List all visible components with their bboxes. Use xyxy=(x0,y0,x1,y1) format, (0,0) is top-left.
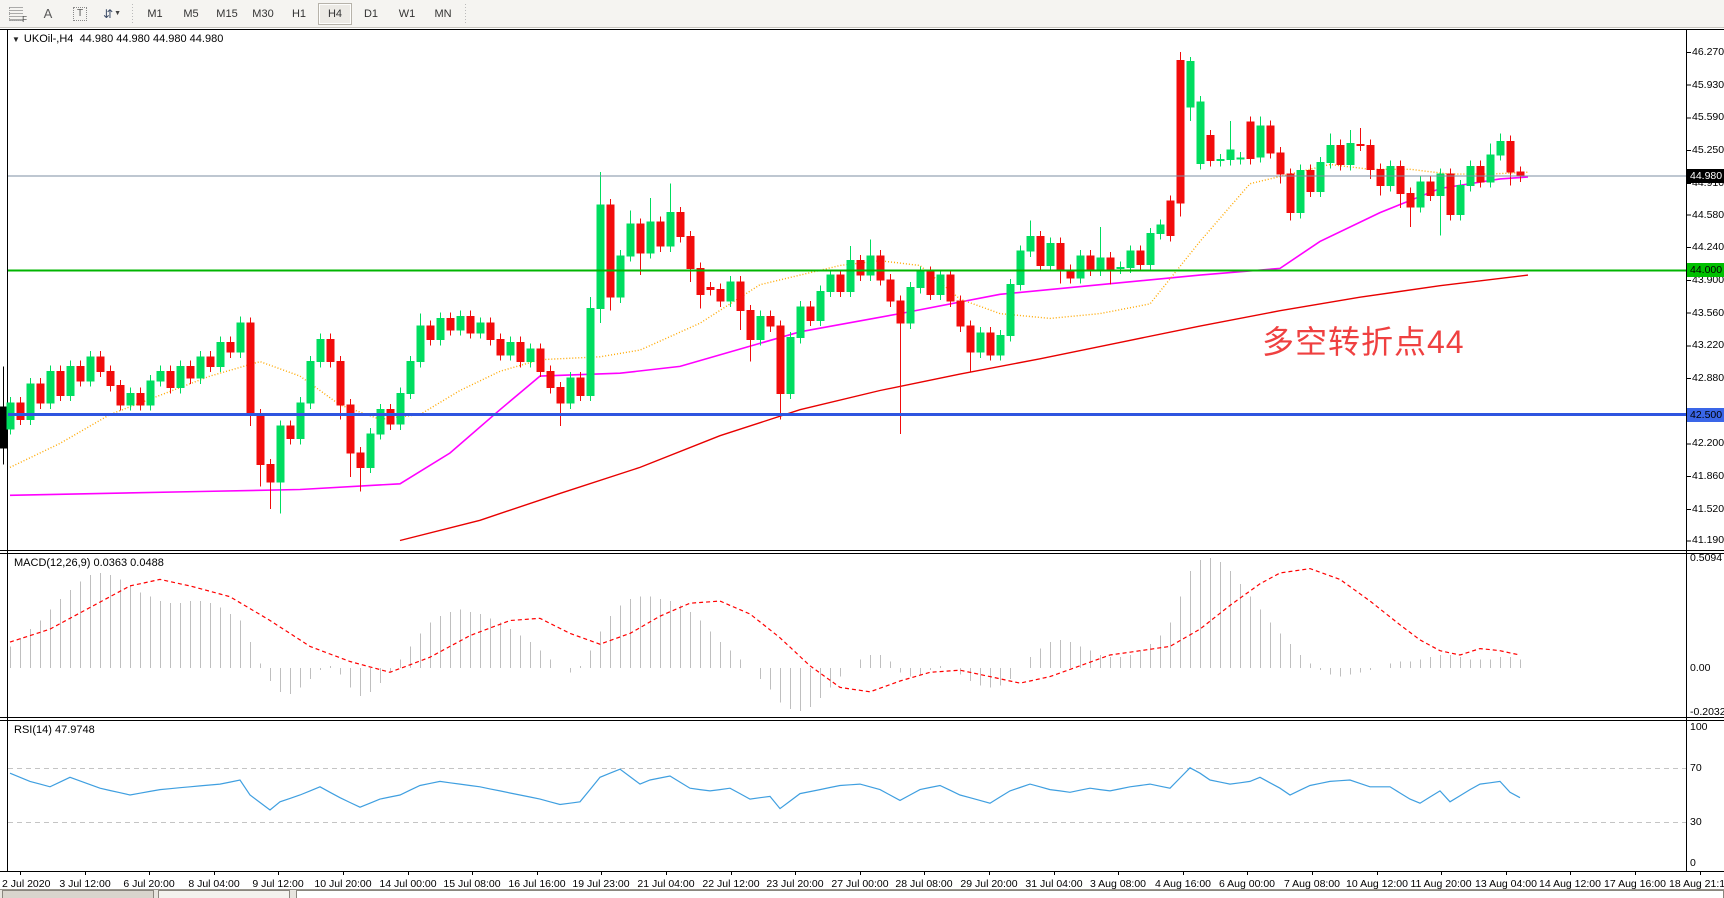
timeframe-group: M1 M5 M15 M30 H1 H4 D1 W1 MN xyxy=(137,2,461,25)
macd-histogram xyxy=(10,557,1521,712)
time-axis-label: 18 Aug 21:15 xyxy=(1669,878,1724,890)
macd-label: MACD(12,26,9) 0.0363 0.0488 xyxy=(14,557,164,569)
timeframe-button-m1[interactable]: M1 xyxy=(147,7,163,20)
price-axis-label: 41.190 xyxy=(1692,534,1724,546)
price-axis-label: 44.240 xyxy=(1692,241,1724,253)
macd-axis-label: 0.00 xyxy=(1690,662,1711,674)
timeframe-button-m15[interactable]: M15 xyxy=(216,7,238,20)
time-axis-label: 28 Jul 08:00 xyxy=(895,878,953,890)
toolbar: F A T ⇵ ▼ M1 M5 M15 M30 H1 H4 D1 W1 MN xyxy=(0,0,1724,28)
label-a-icon[interactable]: A xyxy=(43,6,53,21)
time-axis-label: 23 Jul 20:00 xyxy=(766,878,824,890)
time-axis-label: 16 Jul 16:00 xyxy=(508,878,566,890)
price-axis-label: 41.860 xyxy=(1692,470,1724,482)
price-axis-label: 41.520 xyxy=(1692,503,1724,515)
price-axis-label: 43.220 xyxy=(1692,339,1724,351)
time-axis-label: 22 Jul 12:00 xyxy=(702,878,760,890)
time-axis-label: 6 Jul 20:00 xyxy=(123,878,175,890)
chart-canvas[interactable] xyxy=(0,27,1724,898)
toolbar-separator xyxy=(132,3,133,24)
chart-dropdown-icon[interactable]: ▼ xyxy=(12,35,20,44)
chart-tab-strip xyxy=(0,889,1724,898)
price-axis-label: 42.200 xyxy=(1692,437,1724,449)
hline-green-tag: 44.000 xyxy=(1687,263,1724,277)
time-axis-label: 31 Jul 04:00 xyxy=(1025,878,1083,890)
macd-signal-line xyxy=(9,567,1521,693)
time-axis-label: 29 Jul 20:00 xyxy=(960,878,1018,890)
macd-axis-label: -0.2032 xyxy=(1690,706,1724,718)
time-axis-label: 3 Jul 12:00 xyxy=(59,878,111,890)
time-axis-label: 17 Aug 16:00 xyxy=(1604,878,1666,890)
macd-axis-label: 0.5094 xyxy=(1690,552,1723,564)
toolbar-separator xyxy=(465,3,466,24)
price-axis-label: 42.880 xyxy=(1692,372,1724,384)
time-axis-label: 27 Jul 00:00 xyxy=(831,878,889,890)
timeframe-button-mn[interactable]: MN xyxy=(434,7,452,20)
current-price-tag: 44.980 xyxy=(1687,169,1724,183)
time-axis-label: 11 Aug 20:00 xyxy=(1410,878,1472,890)
chart-tab-strip-rest xyxy=(296,890,1724,898)
price-axis-label: 43.900 xyxy=(1692,274,1724,286)
time-axis-label: 10 Aug 12:00 xyxy=(1346,878,1408,890)
chart-tab[interactable] xyxy=(2,890,154,898)
chart-tab[interactable] xyxy=(158,890,290,898)
time-axis-label: 19 Jul 23:00 xyxy=(572,878,630,890)
time-axis-label: 4 Aug 16:00 xyxy=(1154,878,1212,890)
annotation-text[interactable]: 多空转折点44 xyxy=(1262,324,1465,360)
time-axis-label: 15 Jul 08:00 xyxy=(443,878,501,890)
rsi-axis-label: 100 xyxy=(1690,721,1708,733)
pane-frames xyxy=(0,29,1724,872)
text-box-icon[interactable]: T xyxy=(65,3,95,25)
timeframe-button-m5[interactable]: M5 xyxy=(183,7,199,20)
hline-blue-tag: 42.500 xyxy=(1687,408,1724,422)
ma-red[interactable] xyxy=(399,274,1529,542)
rsi-axis-label: 0 xyxy=(1690,857,1696,869)
timeframe-button-m30[interactable]: M30 xyxy=(252,7,274,20)
rsi-label: RSI(14) 47.9748 xyxy=(14,724,95,736)
rsi-axis-label: 30 xyxy=(1690,816,1702,828)
chevron-down-icon: ▼ xyxy=(114,10,121,17)
timeframe-button-w1[interactable]: W1 xyxy=(398,7,416,20)
timeframe-button-h1[interactable]: H1 xyxy=(291,7,307,20)
time-axis-label: 2 Jul 2020 xyxy=(2,878,51,890)
time-axis-label: 14 Jul 00:00 xyxy=(379,878,437,890)
price-axis-label: 45.250 xyxy=(1692,144,1724,156)
chart-title: ▼ UKOil-,H4 44.980 44.980 44.980 44.980 xyxy=(12,33,224,45)
timeframe-button-h4[interactable]: H4 xyxy=(318,2,352,25)
rsi-line xyxy=(9,767,1521,811)
time-axis-label: 10 Jul 20:00 xyxy=(314,878,372,890)
time-axis-label: 8 Jul 04:00 xyxy=(188,878,240,890)
time-axis-label: 6 Aug 00:00 xyxy=(1218,878,1276,890)
time-axis-label: 7 Aug 08:00 xyxy=(1283,878,1341,890)
candles xyxy=(0,52,1525,514)
time-axis-label: 9 Jul 12:00 xyxy=(252,878,304,890)
ma-magenta[interactable] xyxy=(9,176,1529,497)
price-axis-label: 46.270 xyxy=(1692,46,1724,58)
rsi-axis-label: 70 xyxy=(1690,762,1702,774)
arrow-objects-icon[interactable]: ⇵ ▼ xyxy=(103,6,121,21)
price-axis-label: 44.580 xyxy=(1692,209,1724,221)
indicator-grid-icon[interactable]: F xyxy=(1,3,31,25)
timeframe-button-d1[interactable]: D1 xyxy=(363,7,379,20)
time-axis-label: 14 Aug 12:00 xyxy=(1539,878,1601,890)
axis-ticks xyxy=(20,52,1701,875)
time-axis-label: 3 Aug 08:00 xyxy=(1089,878,1147,890)
price-axis-label: 45.590 xyxy=(1692,111,1724,123)
price-axis-label: 43.560 xyxy=(1692,307,1724,319)
price-axis-label: 45.930 xyxy=(1692,79,1724,91)
time-axis-label: 13 Aug 04:00 xyxy=(1475,878,1537,890)
chart-window[interactable]: ▼ UKOil-,H4 44.980 44.980 44.980 44.980 M… xyxy=(0,27,1724,898)
time-axis-label: 21 Jul 04:00 xyxy=(637,878,695,890)
